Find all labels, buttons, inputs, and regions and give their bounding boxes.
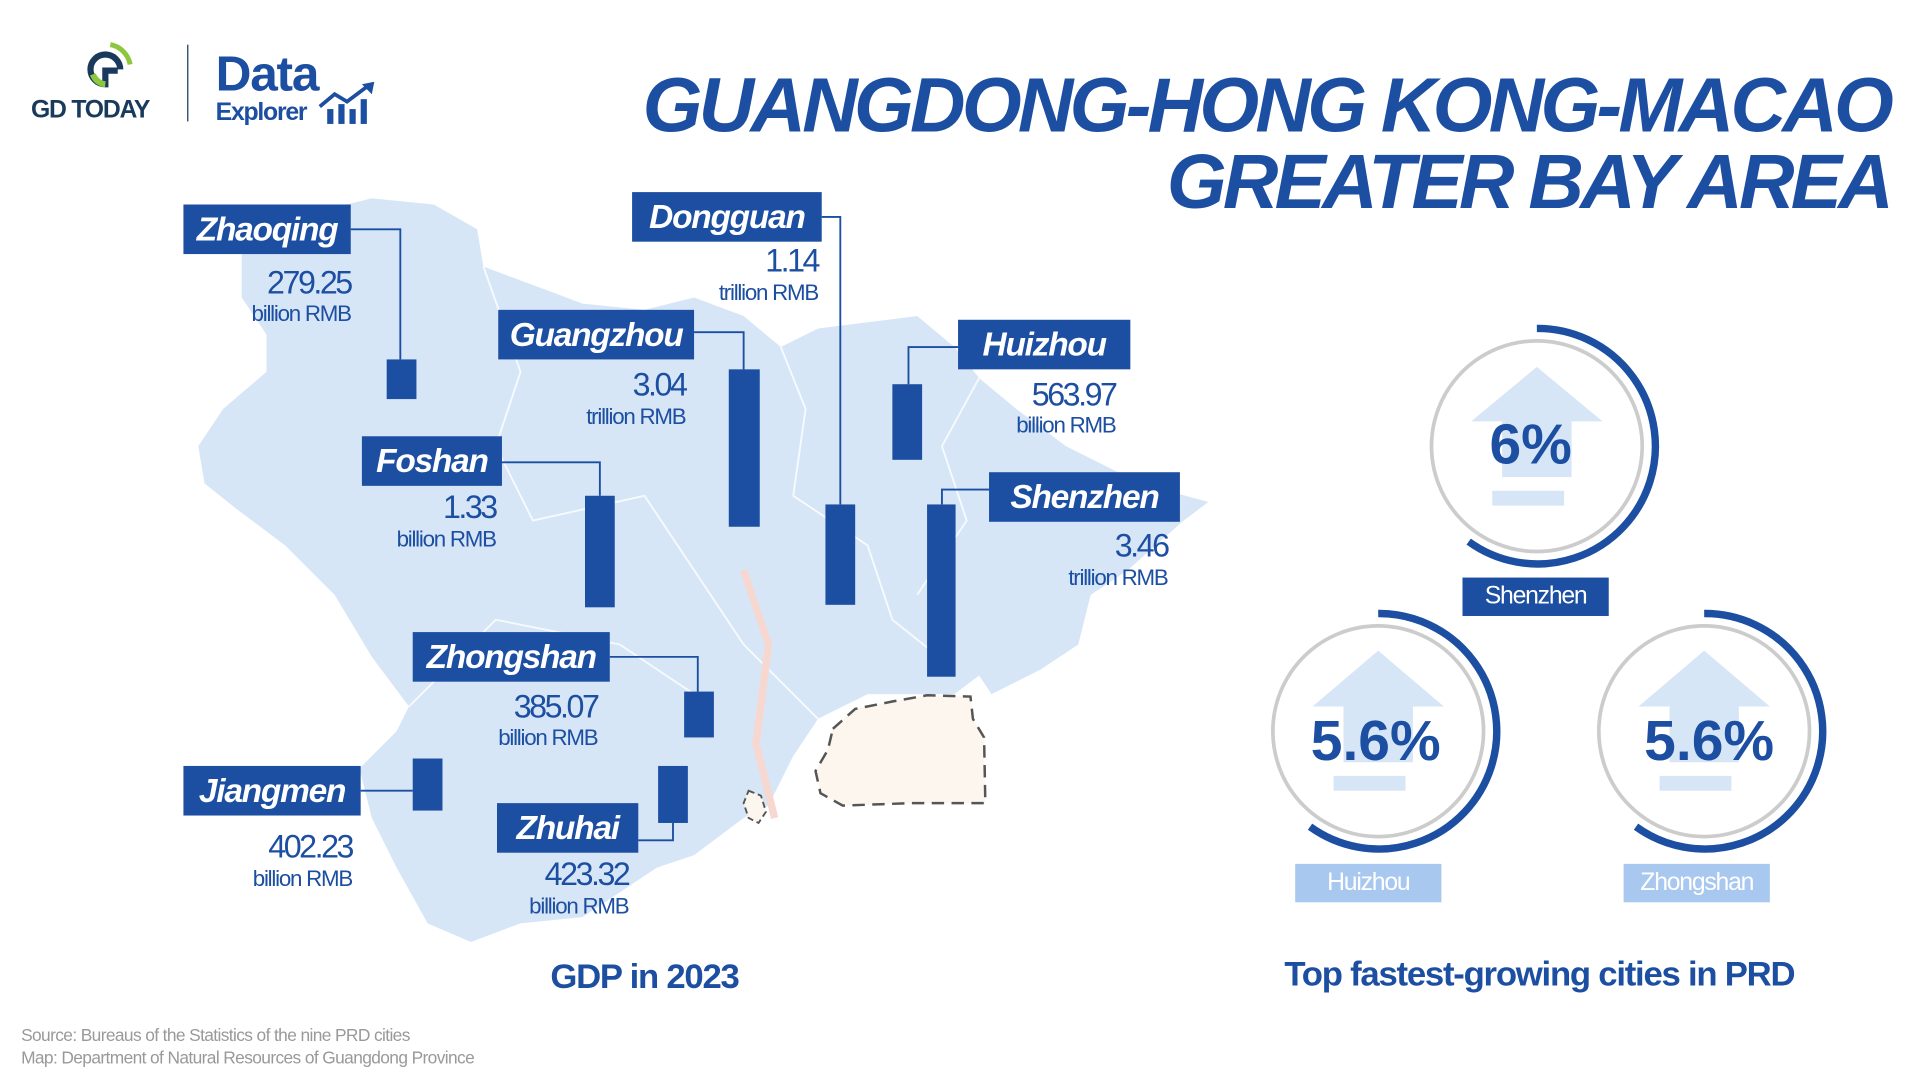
connector-lines (350, 215, 990, 842)
gdp-unit-dongguan: trillion RMB (718, 280, 819, 305)
gd-today-logo-mark (87, 42, 133, 88)
city-label-guangzhou: Guangzhou (498, 309, 695, 360)
source-statistics: Source: Bureaus of the Statistics of the… (21, 1024, 410, 1045)
gdp-value-zhongshan: 385.07 (513, 687, 600, 726)
ring-huizhou (1271, 609, 1501, 853)
city-label-zhaoqing: Zhaoqing (183, 204, 351, 255)
hong-kong-outline (814, 694, 987, 807)
city-label-zhongshan: Zhongshan (412, 632, 610, 682)
growth-label-huizhou: Huizhou (1295, 863, 1442, 903)
city-label-huizhou: Huizhou (958, 319, 1131, 370)
gd-today-logo: GD TODAY (31, 35, 180, 128)
bar-zhuhai (658, 765, 688, 823)
up-arrow-icon (1312, 650, 1444, 763)
gdp-unit-jiangmen: billion RMB (252, 866, 353, 892)
bar-dongguan (825, 504, 856, 605)
city-label-foshan: Foshan (361, 436, 502, 486)
growth-value-shenzhen: 6% (1489, 411, 1572, 476)
bar-foshan (584, 495, 615, 608)
gdp-unit-zhuhai: billion RMB (529, 893, 629, 919)
city-label-zhuhai: Zhuhai (496, 803, 639, 853)
gdp-value-zhaoqing: 279.25 (267, 263, 353, 302)
city-label-jiangmen: Jiangmen (183, 765, 361, 816)
gdp-value-shenzhen: 3.46 (1114, 526, 1170, 564)
gdp-value-guangzhou: 3.04 (632, 365, 688, 403)
source-map: Map: Department of Natural Resources of … (21, 1047, 475, 1068)
city-label-dongguan: Dongguan (632, 192, 822, 242)
bar-zhaoqing (386, 359, 417, 400)
gdp-unit-foshan: billion RMB (396, 526, 497, 552)
ring-shenzhen (1429, 324, 1660, 568)
bar-shenzhen (927, 504, 956, 677)
gdp-value-dongguan: 1.14 (765, 241, 820, 279)
gdp-value-huizhou: 563.97 (1031, 375, 1118, 413)
bar-jiangmen (412, 758, 443, 811)
bar-zhongshan (684, 691, 714, 738)
growth-value-zhongshan: 5.6% (1644, 707, 1775, 773)
gdp-caption: GDP in 2023 (550, 956, 740, 996)
trend-chart-icon (318, 81, 375, 124)
city-label-shenzhen: Shenzhen (989, 472, 1180, 522)
growth-value-huizhou: 5.6% (1310, 707, 1441, 773)
gdp-unit-huizhou: billion RMB (1016, 412, 1116, 438)
gdp-value-zhuhai: 423.32 (544, 855, 631, 893)
logo-divider (187, 44, 189, 122)
growth-label-shenzhen: Shenzhen (1462, 577, 1609, 616)
gdp-unit-shenzhen: trillion RMB (1068, 565, 1168, 590)
macao-outline (742, 789, 767, 825)
data-explorer-line1: Data (215, 47, 320, 102)
page-title-line2: GREATER BAY AREA (1166, 140, 1894, 226)
pearl-river-estuary (740, 568, 779, 819)
gdp-value-foshan: 1.33 (442, 488, 498, 526)
gdp-unit-guangzhou: trillion RMB (586, 404, 686, 429)
prd-map (198, 198, 1209, 942)
gdp-unit-zhongshan: billion RMB (498, 725, 598, 750)
growth-caption: Top fastest-growing cities in PRD (1284, 954, 1795, 993)
data-explorer-line2: Explorer (215, 99, 308, 127)
data-explorer-logo: Data Explorer (215, 47, 375, 127)
up-arrow-icon (1471, 366, 1603, 478)
gdp-unit-zhaoqing: billion RMB (251, 301, 352, 326)
growth-label-zhongshan: Zhongshan (1623, 863, 1770, 903)
bar-guangzhou (728, 369, 760, 527)
page-title-line1: GUANGDONG-HONG KONG-MACAO (642, 63, 1894, 149)
gdp-value-jiangmen: 402.23 (268, 827, 354, 866)
prd-map-land (198, 198, 1209, 942)
bar-huizhou (892, 384, 923, 460)
gd-today-brand: GD TODAY (30, 96, 150, 124)
